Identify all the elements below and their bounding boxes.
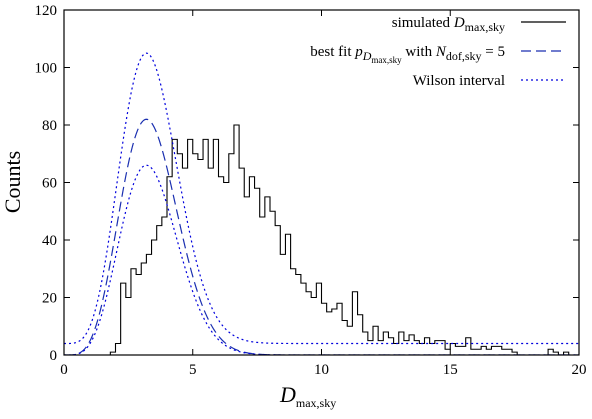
legend-label-fit: best fit pDmax,sky with Ndof,sky = 5 (310, 44, 505, 65)
x-axis-title: Dmax,sky (279, 382, 336, 410)
y-tick-label: 20 (42, 291, 57, 307)
x-tick-label: 15 (443, 362, 458, 378)
y-tick-label: 60 (42, 176, 57, 192)
y-tick-label: 100 (35, 61, 58, 77)
y-axis-title: Counts (0, 151, 25, 213)
x-tick-label: 10 (314, 362, 329, 378)
axis-ticks: 0 5 10 15 20 0 20 40 60 80 100 120 (35, 3, 587, 378)
y-tick-label: 80 (42, 118, 57, 134)
x-tick-label: 0 (60, 362, 68, 378)
legend-label-wilson: Wilson interval (413, 73, 505, 89)
legend-label-simulated: simulated Dmax,sky (392, 15, 505, 34)
x-axis-title-main: D (279, 382, 296, 407)
y-tick-label: 120 (35, 3, 58, 19)
series-histogram (64, 124, 579, 355)
series-best-fit (64, 118, 579, 355)
x-tick-label: 5 (189, 362, 197, 378)
legend: simulated Dmax,sky best fit pDmax,sky wi… (310, 15, 566, 89)
y-tick-label: 0 (50, 348, 58, 364)
plot-area (64, 52, 579, 355)
x-axis-title-sub: max,sky (296, 396, 336, 410)
series-wilson-interval (64, 164, 579, 355)
x-tick-label: 20 (572, 362, 587, 378)
series-wilson-interval (64, 52, 579, 345)
y-tick-label: 40 (42, 233, 57, 249)
